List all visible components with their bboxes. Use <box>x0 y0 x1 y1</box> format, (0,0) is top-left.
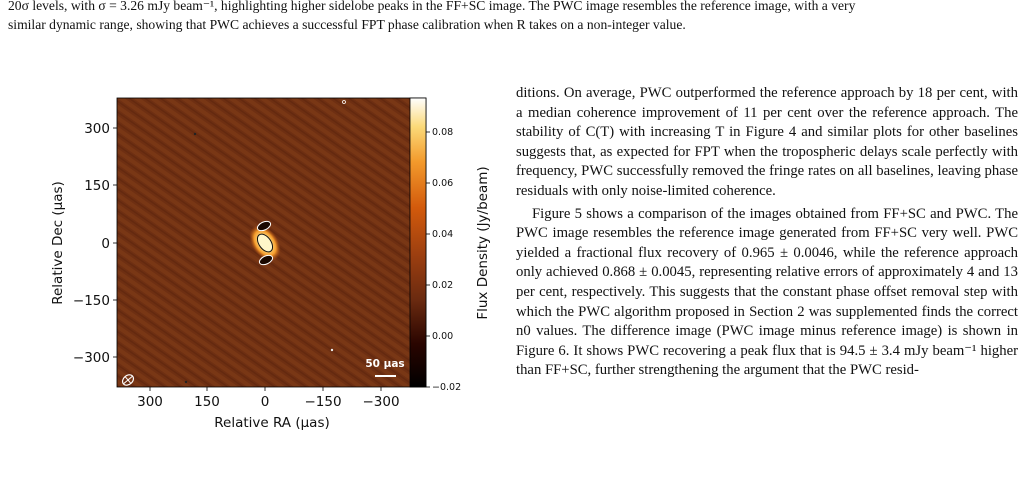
sidelobe-contour-south <box>258 254 274 266</box>
caption-line-2: similar dynamic range, showing that PWC … <box>8 17 686 32</box>
source-peak <box>249 224 281 262</box>
colorbar-tick-label: 0.00 <box>432 331 453 342</box>
x-axis-label: Relative RA (μas) <box>214 415 330 431</box>
colorbar-tick-label: 0.06 <box>432 178 453 189</box>
y-tick-label: 0 <box>101 236 110 252</box>
paragraph-1: ditions. On average, PWC outperformed th… <box>516 85 1018 199</box>
y-tick-label: 300 <box>84 121 110 137</box>
colorbar-tick-label: 0.02 <box>432 280 453 291</box>
paragraph-2: Figure 5 shows a comparison of the image… <box>516 205 1018 379</box>
x-tick-label: 150 <box>194 394 220 410</box>
x-ticks <box>149 387 382 391</box>
y-axis-label: Relative Dec (μas) <box>50 181 66 305</box>
y-tick-label: 150 <box>84 178 110 194</box>
colorbar-tick-label: 0.04 <box>432 229 453 240</box>
x-tick-label: −150 <box>304 394 341 410</box>
colorbar <box>410 98 426 387</box>
colorbar-tick-label: −0.02 <box>432 382 461 393</box>
x-tick-label: 300 <box>137 394 163 410</box>
y-tick-label: −150 <box>73 293 110 309</box>
beam-ellipse-icon <box>121 374 135 386</box>
body-text: ditions. On average, PWC outperformed th… <box>516 84 1018 381</box>
y-tick-label: −300 <box>73 350 110 366</box>
figure-caption: 20σ levels, with σ = 3.26 mJy beam⁻¹, hi… <box>8 0 1018 34</box>
y-ticks <box>113 127 117 358</box>
figure-image-panel: 50 μas 300 150 0 −150 −300 <box>40 88 510 468</box>
x-tick-label: −300 <box>362 394 399 410</box>
scalebar-label: 50 μas <box>365 358 404 370</box>
image-plot: 50 μas 300 150 0 −150 −300 <box>50 97 491 431</box>
colorbar-tick-label: 0.08 <box>432 127 453 138</box>
sidelobe-contour-north <box>256 220 272 232</box>
colorbar-ticks <box>426 131 430 388</box>
colorbar-label: Flux Density (Jy/beam) <box>475 166 491 319</box>
caption-line-1: 20σ levels, with σ = 3.26 mJy beam⁻¹, hi… <box>8 0 856 13</box>
x-tick-label: 0 <box>261 394 270 410</box>
